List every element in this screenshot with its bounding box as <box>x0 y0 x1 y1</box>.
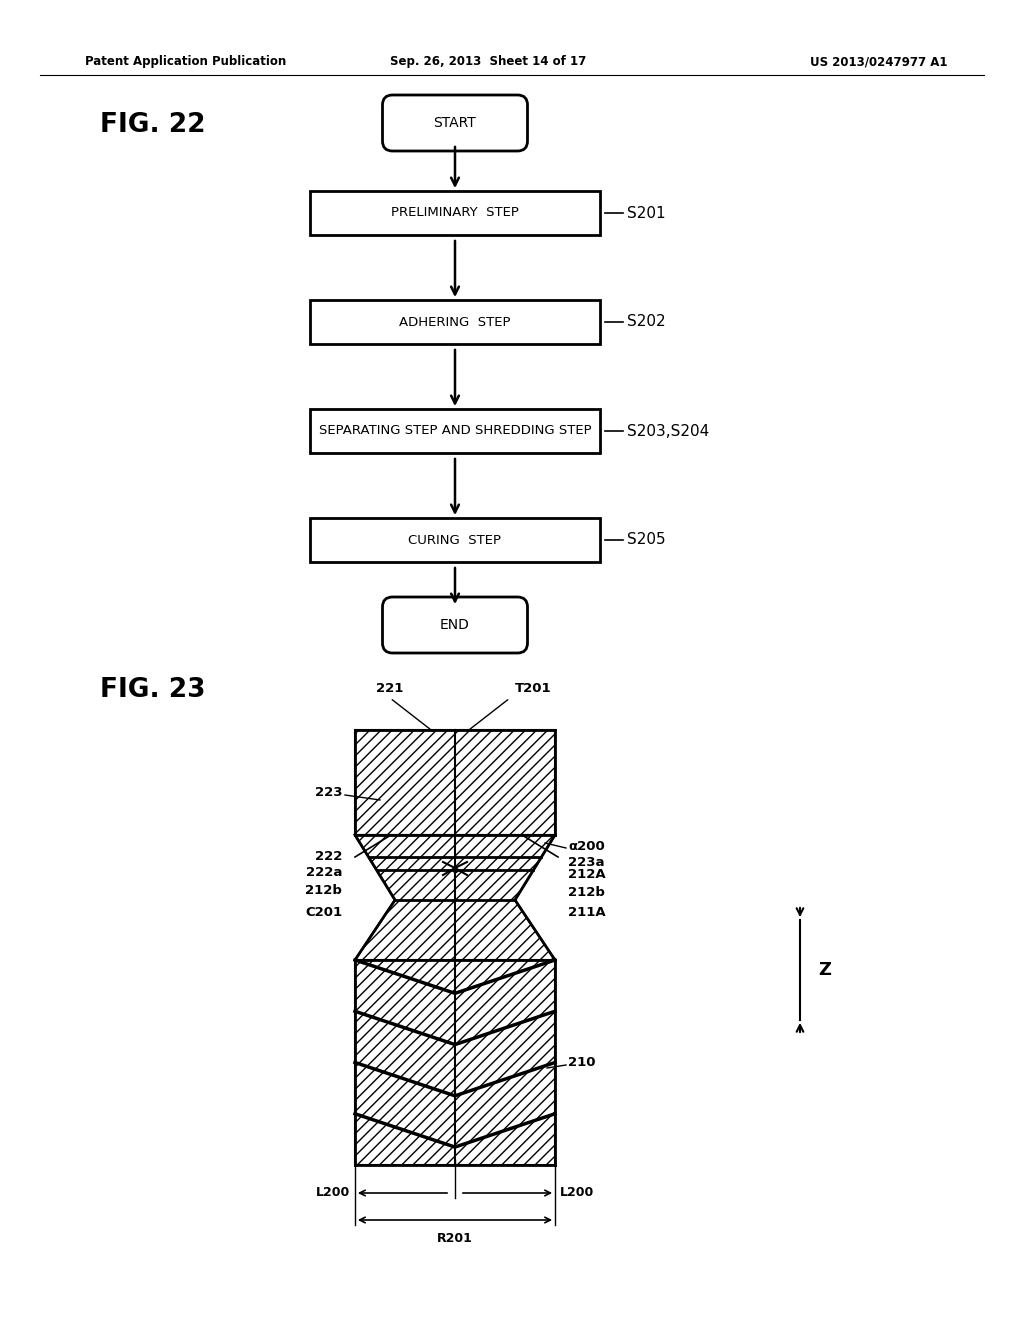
Text: START: START <box>433 116 476 129</box>
Text: C201: C201 <box>305 906 342 919</box>
Text: 223a: 223a <box>568 855 604 869</box>
Bar <box>310 409 600 453</box>
Text: S205: S205 <box>627 532 666 548</box>
Text: PRELIMINARY  STEP: PRELIMINARY STEP <box>391 206 519 219</box>
Text: US 2013/0247977 A1: US 2013/0247977 A1 <box>810 55 947 69</box>
Text: L200: L200 <box>560 1187 594 1200</box>
Text: R201: R201 <box>437 1232 473 1245</box>
Polygon shape <box>355 836 555 960</box>
FancyBboxPatch shape <box>383 597 527 653</box>
Text: Z: Z <box>818 961 830 979</box>
Bar <box>310 517 600 562</box>
Text: S203,S204: S203,S204 <box>627 424 710 438</box>
FancyBboxPatch shape <box>383 95 527 150</box>
Text: 223: 223 <box>314 787 342 800</box>
Text: S202: S202 <box>627 314 666 330</box>
Text: 212b: 212b <box>305 884 342 898</box>
Text: 211A: 211A <box>568 907 605 920</box>
Text: END: END <box>440 618 470 632</box>
Bar <box>355 960 555 1166</box>
Text: S201: S201 <box>627 206 666 220</box>
Text: 210: 210 <box>568 1056 596 1069</box>
Text: FIG. 22: FIG. 22 <box>100 112 206 139</box>
Text: SEPARATING STEP AND SHREDDING STEP: SEPARATING STEP AND SHREDDING STEP <box>318 425 591 437</box>
Bar <box>310 191 600 235</box>
Bar <box>355 730 555 836</box>
Text: L200: L200 <box>315 1187 350 1200</box>
Text: Patent Application Publication: Patent Application Publication <box>85 55 287 69</box>
Bar <box>310 300 600 345</box>
Text: T201: T201 <box>515 682 552 696</box>
Text: Sep. 26, 2013  Sheet 14 of 17: Sep. 26, 2013 Sheet 14 of 17 <box>390 55 587 69</box>
Text: 222a: 222a <box>305 866 342 879</box>
Text: 212A: 212A <box>568 867 605 880</box>
Text: 221: 221 <box>376 682 403 696</box>
Text: FIG. 23: FIG. 23 <box>100 677 206 704</box>
Text: 222: 222 <box>314 850 342 862</box>
Text: CURING  STEP: CURING STEP <box>409 533 502 546</box>
Text: 212b: 212b <box>568 887 605 899</box>
Text: ADHERING  STEP: ADHERING STEP <box>399 315 511 329</box>
Text: α200: α200 <box>568 840 605 853</box>
